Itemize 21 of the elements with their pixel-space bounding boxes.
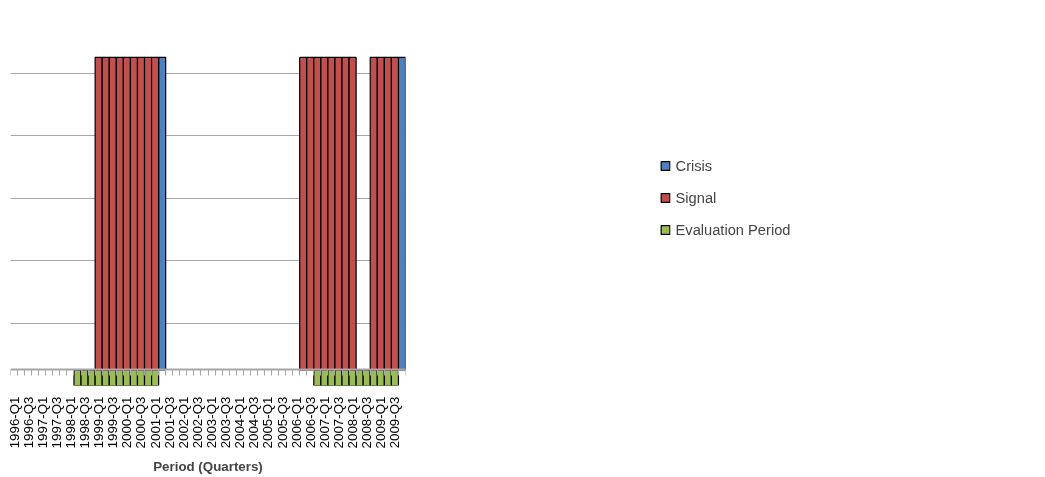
x-tick-label: 2000-Q3 (133, 396, 149, 449)
x-tick-label: 2008-Q3 (359, 396, 375, 449)
x-tick-label: 2009-Q1 (373, 396, 389, 449)
x-tick-label: 2001-Q1 (147, 396, 163, 449)
x-tick-label: 2009-Q3 (387, 396, 403, 449)
x-tick-label: 2003-Q3 (218, 396, 234, 449)
x-tick-label: 2003-Q1 (204, 396, 220, 449)
legend-label: Crisis (675, 157, 713, 174)
legend-label: Evaluation Period (675, 221, 791, 238)
x-tick-label: 2004-Q3 (246, 396, 262, 449)
x-axis-title: Period (Quarters) (153, 459, 263, 475)
x-tick-label: 1998-Q3 (77, 396, 93, 449)
x-tick-label: 2005-Q3 (274, 396, 290, 449)
x-tick-label: 1999-Q1 (91, 396, 107, 449)
x-tick-label: 2005-Q1 (260, 396, 276, 449)
x-tick-label: 1996-Q1 (6, 396, 22, 449)
x-tick-label: 1999-Q3 (105, 396, 121, 449)
legend-label: Signal (675, 189, 717, 206)
x-tick-label: 2000-Q1 (119, 396, 135, 449)
x-tick-label: 2008-Q1 (345, 396, 361, 449)
x-tick-label: 2004-Q1 (232, 396, 248, 449)
